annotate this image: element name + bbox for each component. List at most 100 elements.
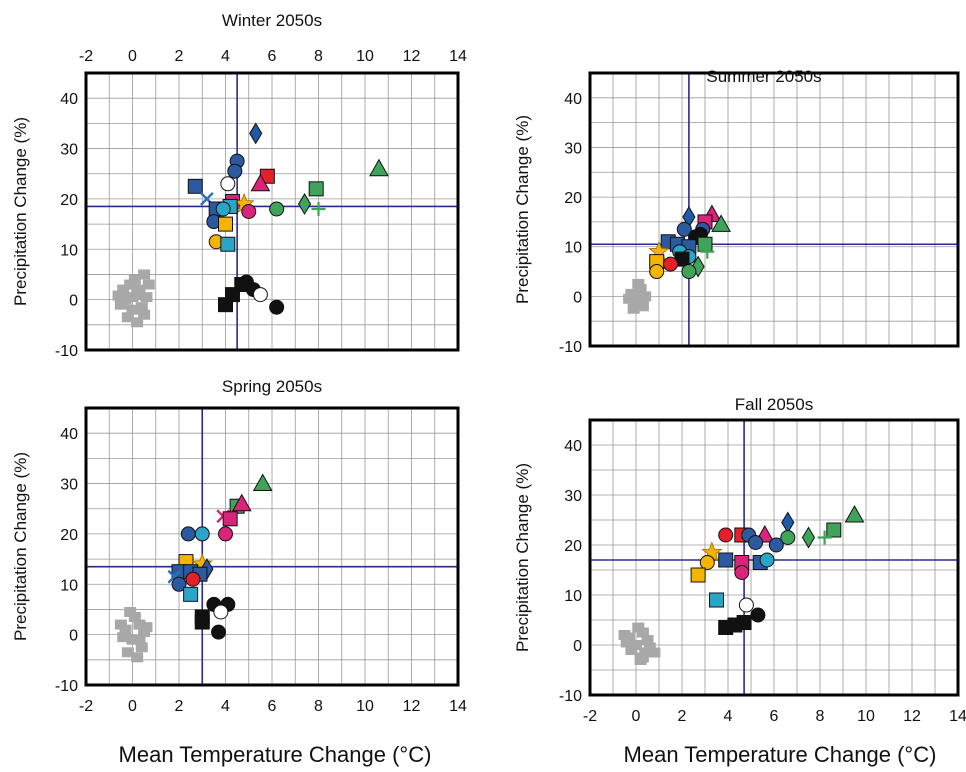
y-tick-label: 30 [564, 488, 582, 505]
gray-cloud-cell [142, 279, 155, 290]
y-tick-label: 0 [573, 638, 582, 655]
x-tick-label: 14 [949, 708, 966, 725]
panel-title: Fall 2050s [735, 395, 813, 414]
data-point-circle [780, 530, 796, 545]
panel-3: -10 0 10 20 30 40 -2 0 2 4 6 8 10 12 14 Fall 2050s Preci… [513, 395, 966, 725]
data-point-square [220, 236, 236, 252]
data-point-square [183, 586, 199, 602]
data-point-square [222, 511, 238, 527]
gray-cloud-cell [114, 299, 127, 310]
x-tick-label: 10 [857, 708, 875, 725]
y-tick-label: 0 [69, 628, 78, 645]
panel-title: Spring 2050s [222, 377, 322, 396]
data-point-circle [252, 287, 268, 303]
data-point-circle [269, 201, 285, 217]
x-tick-label: -2 [583, 708, 597, 725]
y-tick-label: 0 [573, 289, 582, 306]
data-point-circle [171, 576, 187, 592]
data-point-circle [215, 201, 231, 217]
plot-frame [84, 406, 460, 687]
gray-cloud-cell [620, 637, 633, 648]
x-tick-label: 8 [816, 708, 825, 725]
data-point-circle [649, 264, 665, 280]
gray-cloud-cell [627, 303, 640, 314]
data-point-square [308, 181, 324, 197]
y-axis-label: Precipitation Change (%) [11, 117, 30, 306]
data-point-triangle [711, 214, 731, 232]
x-tick-label: 0 [632, 708, 641, 725]
x-tick-label: 2 [175, 48, 184, 65]
y-tick-label: -10 [55, 343, 78, 360]
y-tick-label: 30 [60, 142, 78, 159]
gray-cloud-cell [634, 655, 647, 665]
y-tick-label: 40 [60, 91, 78, 108]
gray-cloud-cell [135, 302, 148, 313]
data-point-triangle [231, 493, 252, 512]
x-tick-label: 0 [128, 48, 137, 65]
data-point-square [697, 236, 713, 252]
data-point-circle [681, 264, 697, 280]
panel-1: -10 0 10 20 30 40 Summer 2050s Precipitation Ch… [513, 67, 960, 356]
y-tick-label: 40 [60, 426, 78, 443]
x-tick-label: 6 [770, 708, 779, 725]
gray-cloud-cell [121, 647, 134, 658]
gray-cloud-cell [140, 292, 153, 303]
gray-cloud-cell [140, 622, 153, 633]
data-point-square [187, 178, 203, 194]
gray-cloud-cell [126, 304, 139, 315]
y-tick-label: 40 [564, 91, 582, 108]
plot-frame [84, 71, 460, 352]
y-tick-label: 0 [69, 293, 78, 310]
data-point-circle [241, 204, 257, 219]
gray-cloud-cell [128, 274, 141, 285]
data-point-circle [738, 597, 754, 613]
x-tick-label: 14 [449, 48, 467, 65]
data-point-triangle [252, 473, 273, 492]
data-point-diamond [249, 122, 263, 145]
x-tick-label: 10 [356, 698, 374, 715]
y-tick-label: 30 [564, 140, 582, 157]
x-tick-label: 4 [221, 698, 230, 715]
x-tick-label: -2 [79, 48, 93, 65]
x-tick-label: 14 [449, 698, 467, 715]
x-tick-label: 12 [403, 48, 421, 65]
data-point-circle [699, 555, 715, 570]
data-point-circle [734, 565, 750, 580]
x-tick-label: 0 [128, 698, 137, 715]
y-tick-label: 10 [60, 577, 78, 594]
data-point-plus [700, 244, 715, 259]
data-point-plus [311, 201, 326, 216]
gray-cloud-cell [648, 647, 661, 658]
y-tick-label: -10 [559, 339, 582, 356]
data-point-circle [211, 624, 227, 640]
gray-cloud-cell [632, 278, 645, 289]
data-point-triangle [250, 173, 271, 192]
data-point-triangle [844, 504, 865, 523]
y-tick-label: 20 [60, 527, 78, 544]
y-axis-label: Precipitation Change (%) [513, 115, 532, 304]
gray-cloud-cell [623, 293, 636, 304]
plot-frame [588, 71, 960, 348]
data-point-square [218, 216, 233, 232]
data-point-square [718, 552, 734, 568]
data-point-circle [269, 299, 285, 315]
data-point-circle [748, 535, 764, 550]
y-axis-label: Precipitation Change (%) [513, 463, 532, 652]
gray-cloud-cell [632, 622, 645, 633]
x-tick-label: 12 [903, 708, 921, 725]
gray-cloud-cell [135, 642, 148, 653]
data-point-square [709, 592, 724, 608]
gray-cloud-cell [636, 301, 649, 312]
figure-xlabel-left: Mean Temperature Change (°C) [119, 742, 432, 767]
gray-cloud-cell [641, 635, 654, 645]
panel-title: Winter 2050s [222, 11, 322, 30]
x-tick-label: 10 [356, 48, 374, 65]
data-point-circle [750, 607, 766, 623]
gray-cloud-cell [133, 634, 146, 645]
data-point-square [194, 614, 210, 630]
data-point-plus [817, 530, 832, 545]
x-tick-label: -2 [79, 698, 93, 715]
y-tick-label: -10 [559, 688, 582, 705]
gray-cloud-cell [121, 312, 134, 323]
